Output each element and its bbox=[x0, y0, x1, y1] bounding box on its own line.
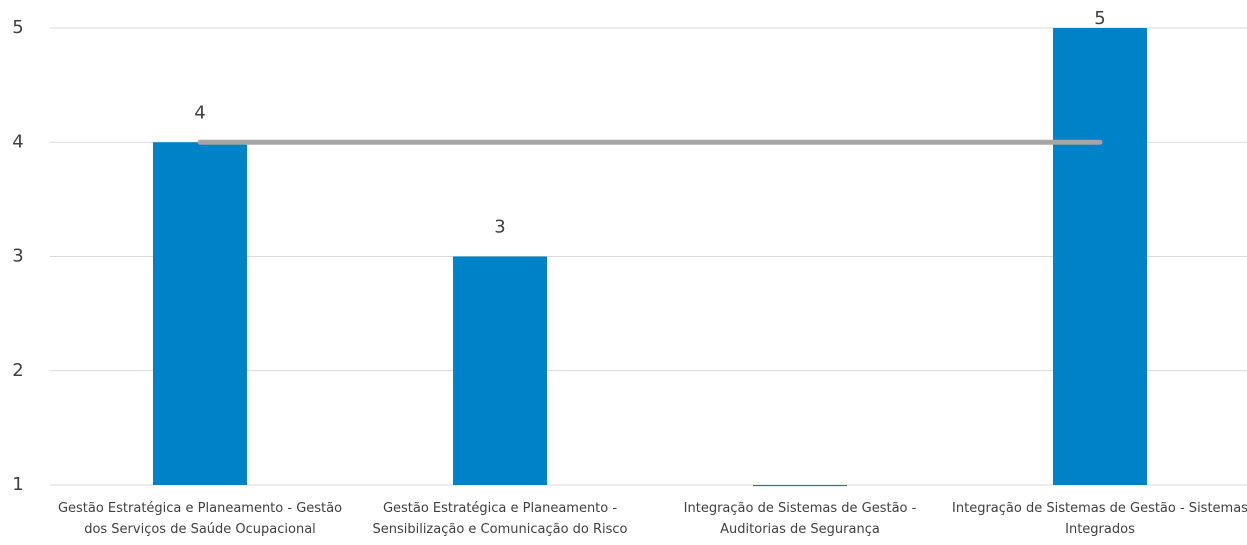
bar bbox=[153, 142, 247, 485]
bar bbox=[453, 256, 547, 485]
x-tick-label: Integração de Sistemas de Gestão - Audit… bbox=[683, 501, 917, 537]
y-tick-label: 5 bbox=[12, 17, 23, 38]
x-tick-label: Gestão Estratégica e Planeamento - Sensi… bbox=[372, 501, 628, 537]
y-tick-label: 4 bbox=[12, 131, 23, 152]
y-tick-label: 3 bbox=[12, 246, 23, 267]
x-tick-label: Gestão Estratégica e Planeamento - Gestã… bbox=[57, 501, 343, 537]
bar bbox=[1053, 28, 1147, 485]
x-tick-label: Integração de Sistemas de Gestão - Siste… bbox=[952, 501, 1247, 537]
data-label: 5 bbox=[1094, 8, 1105, 29]
data-label: 3 bbox=[494, 217, 505, 238]
bar bbox=[753, 485, 847, 487]
y-tick-label: 1 bbox=[12, 474, 23, 495]
y-tick-label: 2 bbox=[12, 360, 23, 381]
data-label: 4 bbox=[194, 102, 205, 123]
